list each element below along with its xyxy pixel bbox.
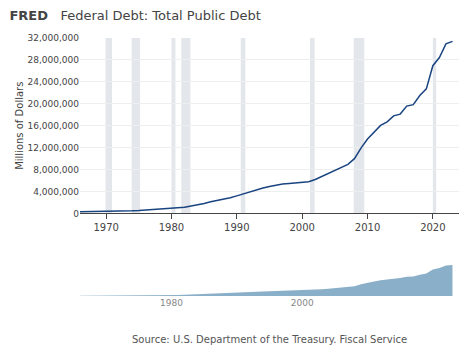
svg-text:28,000,000: 28,000,000 <box>27 55 79 65</box>
svg-text:Millions of Dollars: Millions of Dollars <box>14 82 25 170</box>
svg-text:12,000,000: 12,000,000 <box>27 143 79 153</box>
svg-text:1970: 1970 <box>93 222 118 233</box>
svg-text:8,000,000: 8,000,000 <box>33 165 79 175</box>
svg-text:FRED Federal Debt: Total Pub: FRED Federal Debt: Total Public Debt <box>9 8 260 23</box>
svg-text:20,000,000: 20,000,000 <box>27 99 79 109</box>
svg-text:24,000,000: 24,000,000 <box>27 77 79 87</box>
svg-text:2000: 2000 <box>289 222 314 233</box>
svg-text:1980: 1980 <box>159 222 184 233</box>
svg-text:1990: 1990 <box>224 222 249 233</box>
svg-text:4,000,000: 4,000,000 <box>33 187 79 197</box>
svg-text:0: 0 <box>73 209 79 219</box>
svg-text:Source: U.S. Department of the: Source: U.S. Department of the Treasury.… <box>132 334 407 345</box>
svg-text:32,000,000: 32,000,000 <box>27 33 79 43</box>
svg-text:1980: 1980 <box>160 298 183 308</box>
svg-text:2010: 2010 <box>355 222 380 233</box>
svg-text:2020: 2020 <box>420 222 445 233</box>
svg-text:16,000,000: 16,000,000 <box>27 121 79 131</box>
svg-text:2000: 2000 <box>291 298 314 308</box>
